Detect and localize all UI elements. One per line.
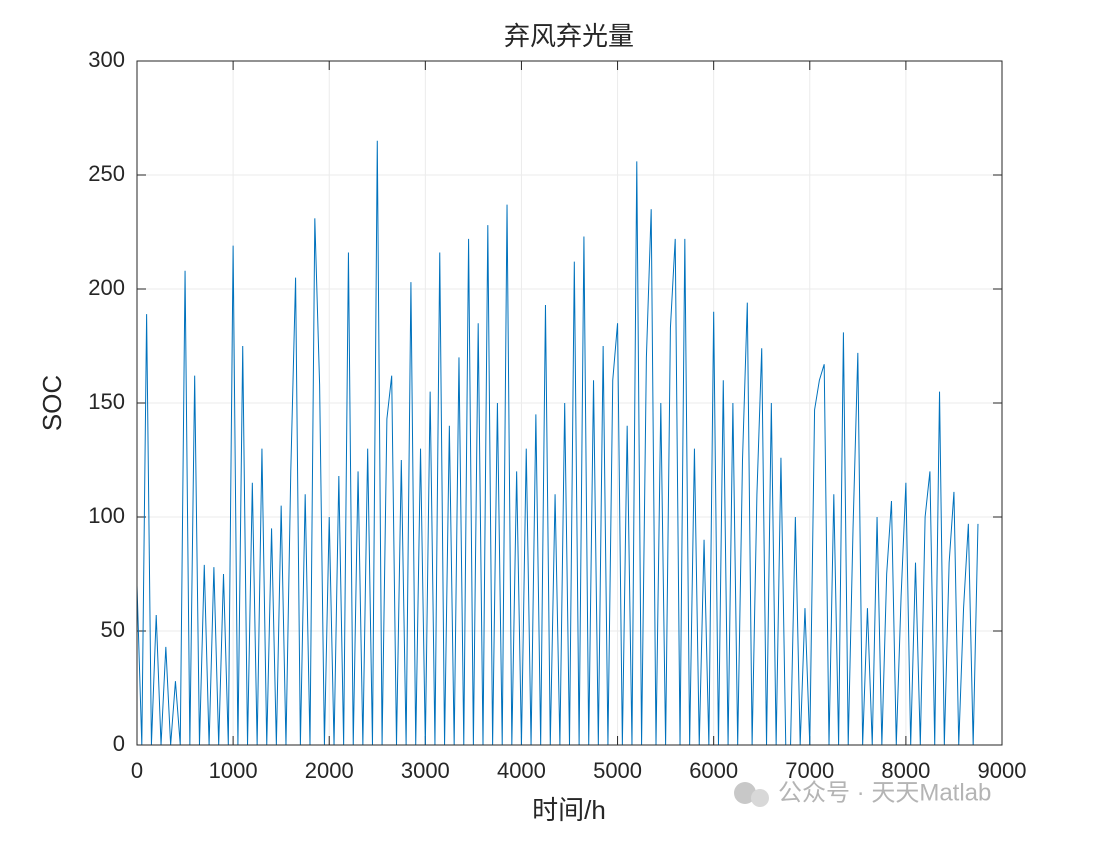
y-tick-label: 250 [88, 161, 125, 186]
watermark-icon [751, 789, 769, 807]
x-tick-label: 9000 [978, 758, 1027, 783]
chart-title: 弃风弃光量 [504, 21, 634, 51]
x-tick-label: 3000 [401, 758, 450, 783]
y-axis-label: SOC [37, 375, 67, 431]
x-tick-label: 6000 [689, 758, 738, 783]
x-tick-label: 5000 [593, 758, 642, 783]
x-tick-label: 1000 [209, 758, 258, 783]
y-tick-label: 50 [101, 617, 125, 642]
watermark-icon [734, 782, 756, 804]
y-tick-label: 0 [113, 731, 125, 756]
x-tick-label: 7000 [785, 758, 834, 783]
y-tick-label: 300 [88, 47, 125, 72]
y-tick-label: 200 [88, 275, 125, 300]
x-tick-label: 8000 [881, 758, 930, 783]
x-tick-label: 0 [131, 758, 143, 783]
data-line [136, 140, 979, 746]
x-tick-label: 2000 [305, 758, 354, 783]
x-tick-label: 4000 [497, 758, 546, 783]
y-tick-label: 150 [88, 389, 125, 414]
y-tick-label: 100 [88, 503, 125, 528]
x-axis-label: 时间/h [532, 795, 606, 825]
plot-frame [136, 60, 1003, 746]
watermark: 公众号 · 天天Matlab [778, 779, 991, 806]
